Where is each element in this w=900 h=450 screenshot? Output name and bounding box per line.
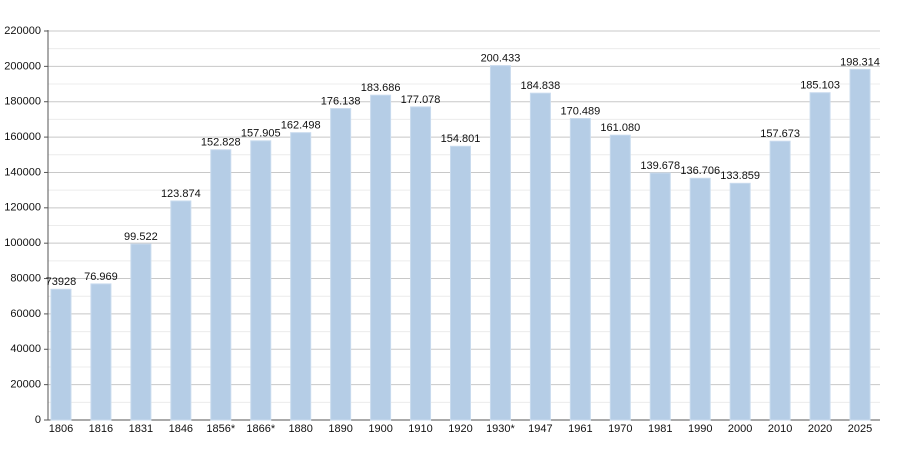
- bar: [689, 177, 711, 421]
- value-label: 162.498: [281, 120, 321, 132]
- bar: [290, 132, 312, 421]
- y-tick-label: 180000: [4, 96, 41, 108]
- x-tick-label: 1890: [328, 423, 352, 435]
- x-tick-label: 1970: [608, 423, 632, 435]
- y-tick-label: 40000: [10, 343, 41, 355]
- y-tick-label: 100000: [4, 237, 41, 249]
- value-label: 185.103: [800, 80, 840, 92]
- value-label: 183.686: [361, 82, 401, 94]
- bar: [489, 65, 511, 421]
- bar: [849, 68, 871, 421]
- y-tick-label: 160000: [4, 131, 41, 143]
- x-tick-label: 2025: [848, 423, 872, 435]
- value-label: 154.801: [441, 133, 481, 145]
- value-label: 76.969: [84, 271, 118, 283]
- x-tick-label: 1866*: [246, 423, 275, 435]
- x-tick-label: 1981: [648, 423, 672, 435]
- y-tick-label: 200000: [4, 60, 41, 72]
- x-tick-label: 1880: [288, 423, 312, 435]
- x-tick-label: 2000: [728, 423, 752, 435]
- bar: [569, 118, 591, 421]
- bar: [330, 108, 352, 421]
- value-label: 123.874: [161, 188, 201, 200]
- value-label: 157.673: [760, 128, 800, 140]
- y-tick-label: 0: [35, 414, 41, 426]
- value-label: 170.489: [560, 105, 600, 117]
- x-tick-label: 1846: [169, 423, 193, 435]
- bar: [729, 182, 751, 421]
- x-tick-label: 2010: [768, 423, 792, 435]
- bar: [170, 200, 192, 421]
- x-tick-label: 1947: [528, 423, 552, 435]
- x-tick-label: 1856*: [206, 423, 235, 435]
- x-tick-label: 1990: [688, 423, 712, 435]
- y-tick-label: 20000: [10, 379, 41, 391]
- value-label: 184.838: [521, 80, 561, 92]
- value-label: 200.433: [481, 53, 521, 65]
- bar: [649, 172, 671, 421]
- value-label: 133.859: [720, 170, 760, 182]
- bar: [250, 140, 272, 421]
- bar: [529, 92, 551, 421]
- value-label: 99.522: [124, 231, 158, 243]
- value-label: 176.138: [321, 95, 361, 107]
- value-label: 136.706: [680, 165, 720, 177]
- x-tick-label: 1920: [448, 423, 472, 435]
- value-label: 177.078: [401, 94, 441, 106]
- bar: [769, 140, 791, 421]
- bar: [809, 92, 831, 421]
- value-label: 198.314: [840, 56, 880, 68]
- y-tick-label: 120000: [4, 202, 41, 214]
- x-tick-label: 2020: [808, 423, 832, 435]
- bar: [210, 149, 232, 421]
- x-tick-label: 1961: [568, 423, 592, 435]
- bar: [410, 106, 432, 421]
- bar: [130, 243, 152, 421]
- x-tick-label: 1831: [129, 423, 153, 435]
- value-label: 161.080: [600, 122, 640, 134]
- x-tick-label: 1910: [408, 423, 432, 435]
- bar: [90, 283, 112, 421]
- value-label: 139.678: [640, 160, 680, 172]
- x-tick-label: 1930*: [486, 423, 515, 435]
- bar: [50, 288, 72, 421]
- y-tick-label: 140000: [4, 166, 41, 178]
- bar: [609, 134, 631, 421]
- value-label: 73928: [46, 276, 77, 288]
- value-label: 157.905: [241, 128, 281, 140]
- y-tick-label: 220000: [4, 25, 41, 37]
- x-tick-label: 1806: [49, 423, 73, 435]
- bar: [370, 94, 392, 421]
- y-tick-label: 80000: [10, 272, 41, 284]
- x-tick-label: 1900: [368, 423, 392, 435]
- y-tick-label: 60000: [10, 308, 41, 320]
- bar: [450, 145, 471, 421]
- x-tick-label: 1816: [89, 423, 113, 435]
- value-label: 152.828: [201, 137, 241, 149]
